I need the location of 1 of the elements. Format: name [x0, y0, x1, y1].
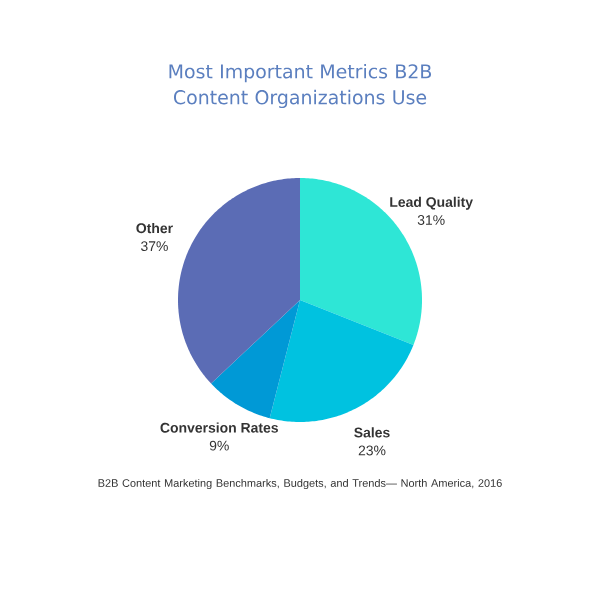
chart-title: Most Important Metrics B2B Content Organizations Use: [169, 63, 432, 109]
